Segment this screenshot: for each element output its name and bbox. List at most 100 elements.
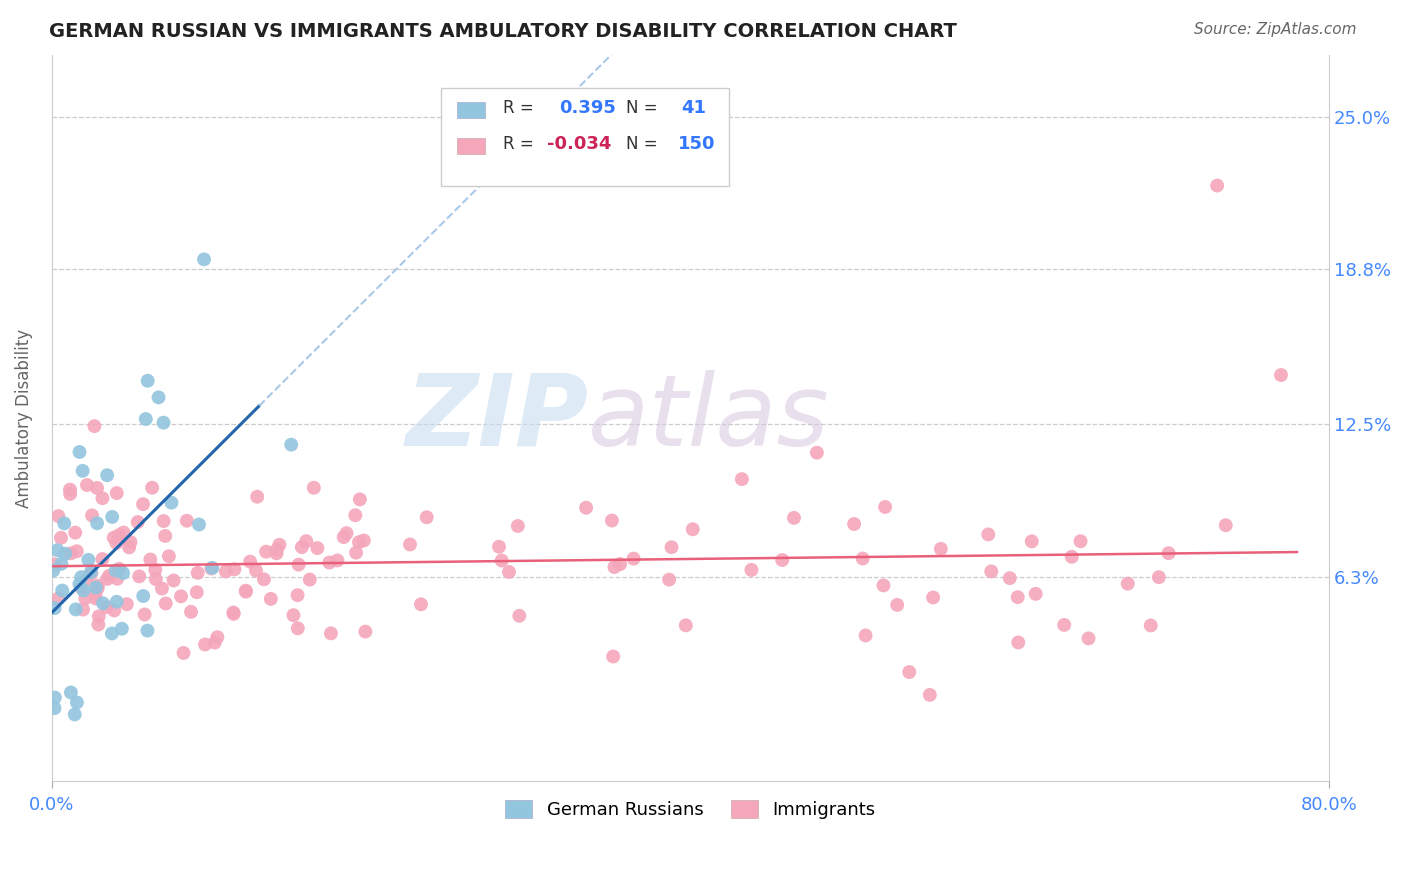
Point (148, 390, 170, 404)
Point (922, 591, 945, 605)
Point (344, 546, 367, 560)
Point (929, 541, 952, 556)
Point (108, 562, 131, 576)
Point (253, 572, 276, 586)
Point (136, 374, 159, 388)
Point (69, 445, 91, 459)
Point (280, 437, 302, 451)
Point (603, 560, 626, 574)
Point (842, 516, 865, 531)
Point (283, 608, 305, 623)
Text: N =: N = (627, 136, 658, 153)
Point (731, 472, 754, 486)
Point (180, 605, 202, 619)
Point (319, 626, 342, 640)
Point (103, 603, 125, 617)
Point (59, 483, 82, 497)
Point (875, 500, 897, 514)
Point (318, 556, 340, 570)
Point (488, 540, 510, 554)
Point (80, 565, 103, 579)
Point (1007, 590, 1029, 604)
Point (1157, 546, 1180, 560)
Point (141, 481, 163, 495)
Point (266, 546, 288, 560)
Point (118, 541, 141, 555)
Point (204, 635, 226, 649)
Point (349, 492, 371, 507)
Text: atlas: atlas (588, 369, 830, 467)
Point (623, 551, 645, 566)
Point (127, 515, 149, 529)
Point (682, 522, 704, 536)
Point (91, 596, 114, 610)
Point (86, 481, 108, 495)
Point (399, 537, 422, 551)
Point (1007, 635, 1029, 649)
Point (269, 538, 291, 552)
Point (898, 665, 921, 679)
Point (87, 581, 110, 595)
Point (852, 551, 875, 566)
Point (53, 516, 76, 531)
Point (120, 535, 142, 549)
Point (157, 549, 180, 564)
Legend: German Russians, Immigrants: German Russians, Immigrants (498, 793, 883, 826)
Point (76, 478, 98, 492)
Point (1116, 576, 1139, 591)
Point (128, 569, 150, 583)
Point (104, 564, 127, 578)
Point (101, 626, 124, 640)
Point (98, 569, 121, 583)
Point (63, 707, 86, 722)
Point (136, 624, 159, 638)
Point (72, 583, 94, 598)
Point (80, 566, 103, 580)
Point (609, 557, 631, 571)
Point (918, 688, 941, 702)
Point (307, 541, 329, 555)
Point (91, 491, 114, 506)
Point (740, 563, 762, 577)
Point (200, 561, 222, 575)
Point (67, 577, 90, 591)
Point (335, 526, 357, 541)
Point (287, 621, 309, 635)
Point (84, 591, 107, 606)
Point (235, 584, 257, 599)
Point (76, 572, 98, 586)
Point (347, 535, 370, 549)
Point (508, 608, 530, 623)
Point (87, 609, 110, 624)
Point (1053, 618, 1076, 632)
Point (246, 490, 269, 504)
Point (298, 573, 321, 587)
Point (295, 534, 318, 549)
Text: 41: 41 (682, 99, 706, 117)
Point (63, 525, 86, 540)
Point (245, 564, 267, 578)
Point (134, 607, 156, 622)
Point (354, 624, 377, 639)
Point (1021, 534, 1043, 549)
Point (1206, 178, 1229, 193)
Point (222, 606, 245, 620)
Point (83, 419, 105, 434)
Point (353, 533, 375, 548)
Point (207, 630, 229, 644)
Point (105, 595, 128, 609)
Point (1215, 518, 1237, 533)
Point (70, 570, 93, 584)
Point (1077, 632, 1099, 646)
Text: Source: ZipAtlas.com: Source: ZipAtlas.com (1194, 22, 1357, 37)
Point (998, 571, 1021, 585)
Point (72, 602, 94, 616)
Point (111, 622, 134, 636)
Point (326, 553, 349, 567)
Point (152, 514, 174, 528)
Point (48, 509, 70, 524)
Point (1139, 618, 1161, 632)
Point (66, 544, 89, 558)
Point (150, 582, 173, 596)
Point (201, 561, 224, 575)
